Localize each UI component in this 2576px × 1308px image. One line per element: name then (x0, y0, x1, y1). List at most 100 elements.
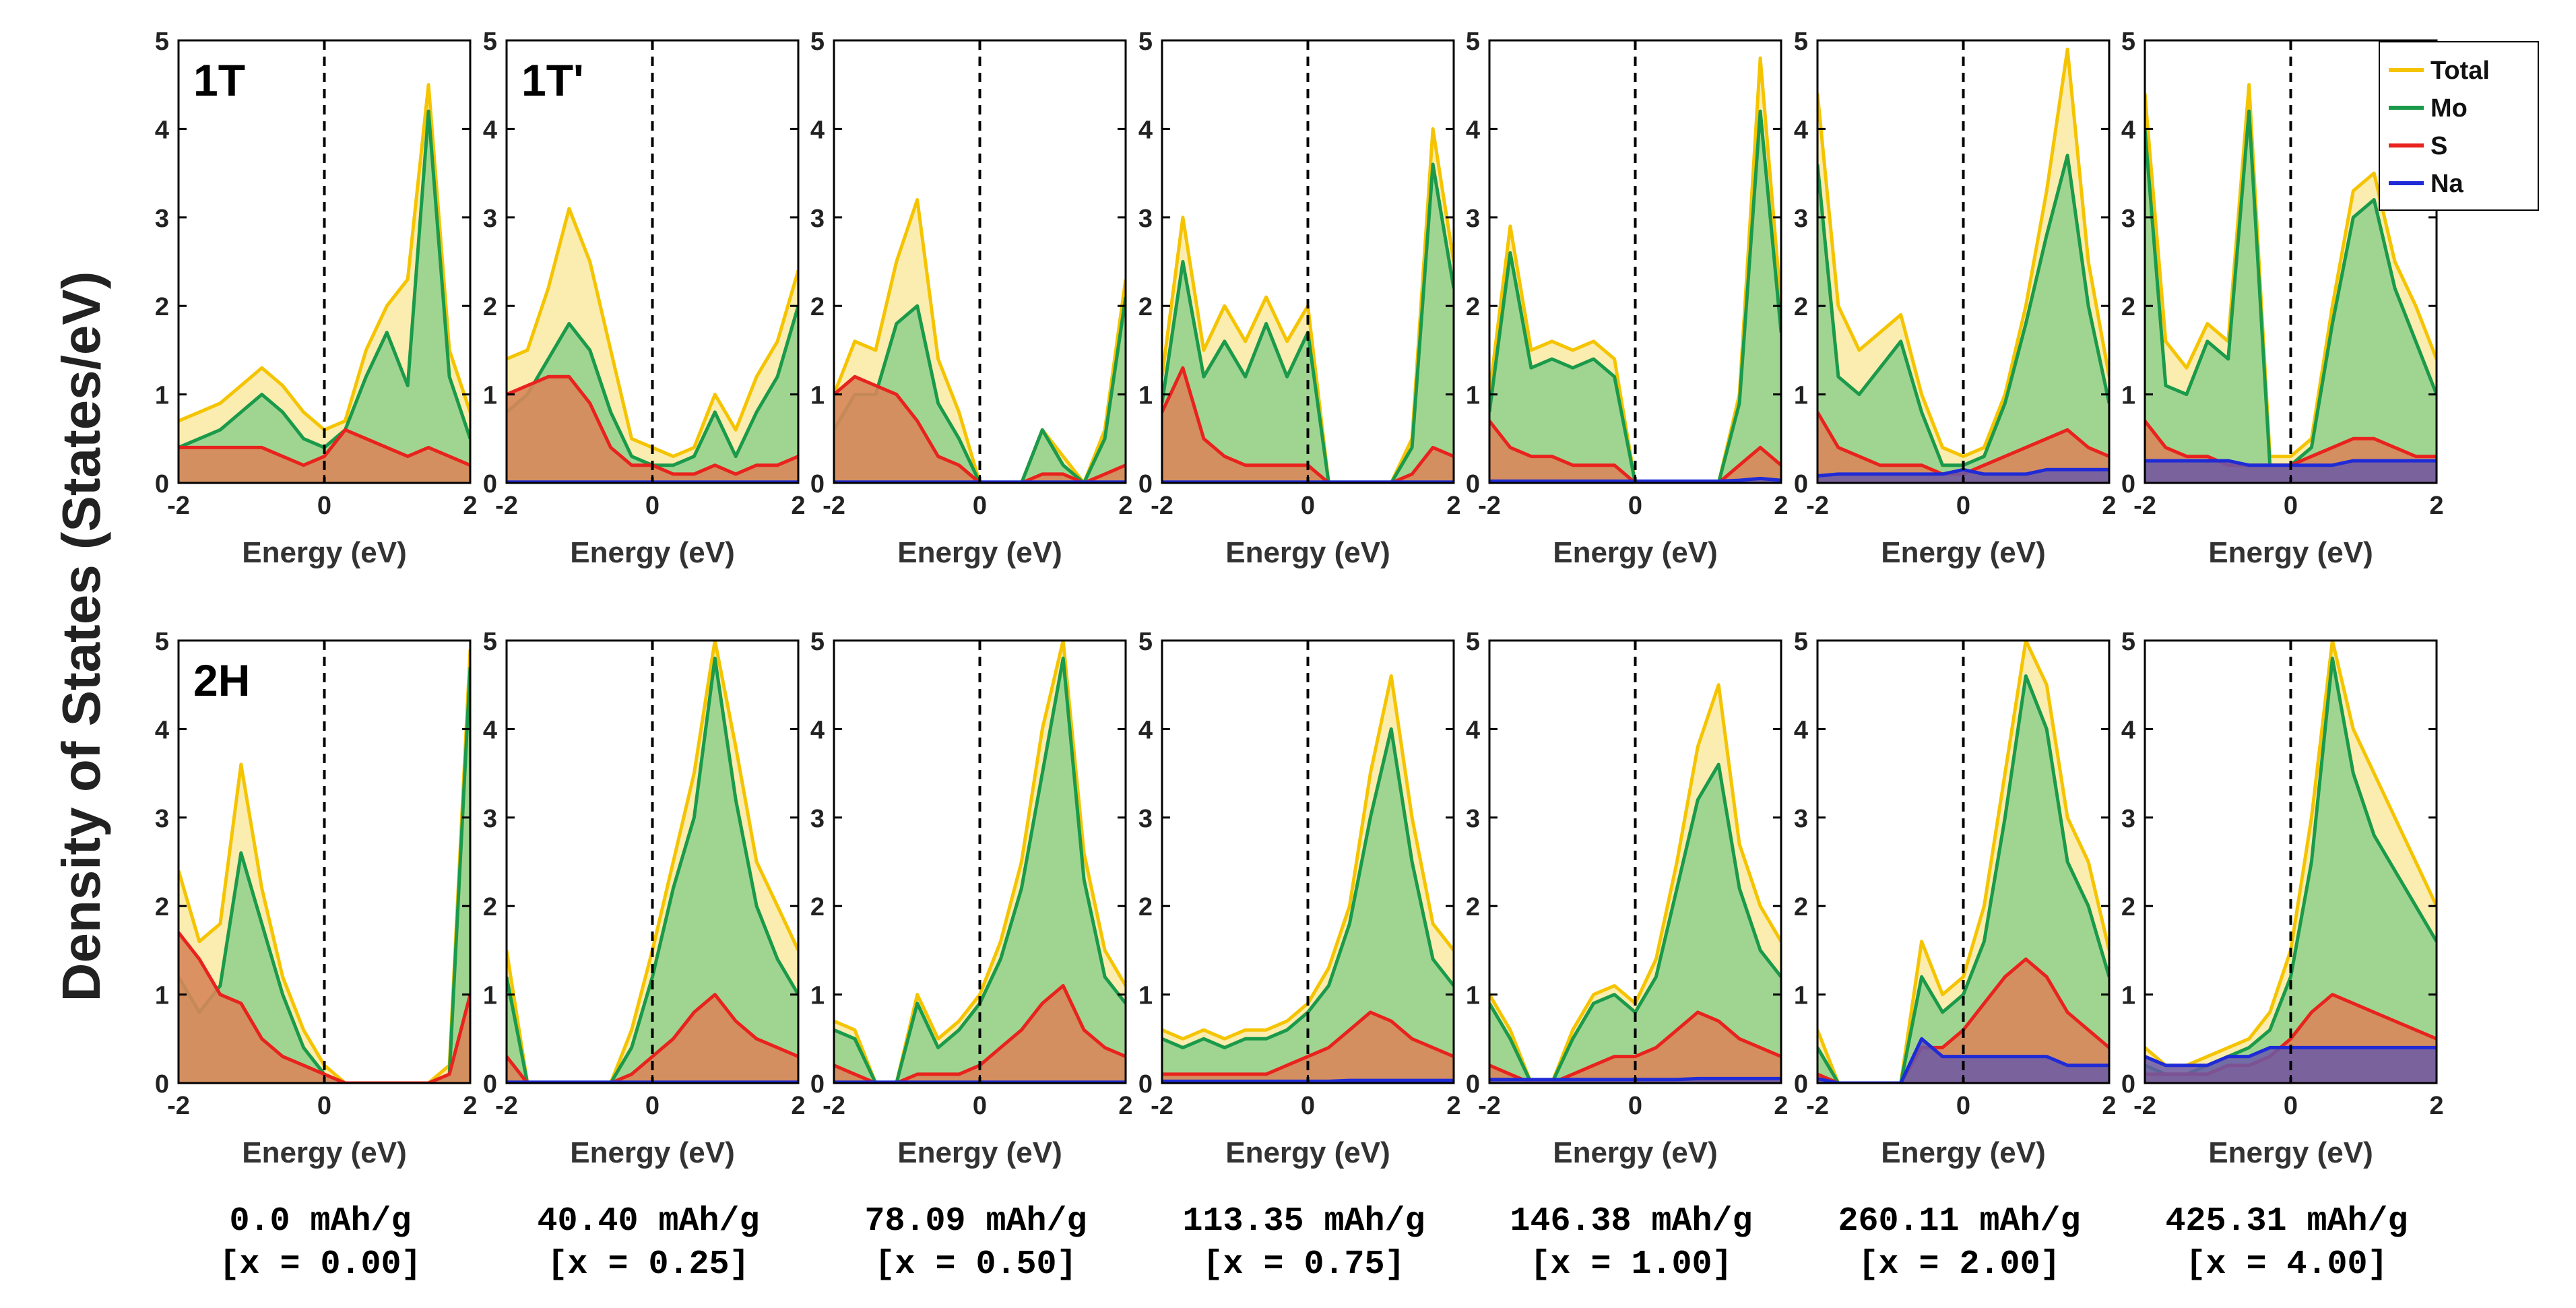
caption-capacity: 146.38 mAh/g (1510, 1202, 1752, 1241)
dos-area-s (1162, 1012, 1454, 1083)
x-tick-label: 2 (1118, 1092, 1132, 1120)
x-tick-label: -2 (1806, 492, 1829, 520)
caption-x-value: [x = 2.00] (1858, 1245, 2060, 1284)
y-tick-label: 5 (1466, 28, 1480, 56)
x-tick-label: 2 (1446, 492, 1460, 520)
y-tick-label: 0 (483, 1070, 497, 1099)
dos-area-mo (179, 667, 470, 1083)
y-tick-label: 0 (2121, 1070, 2135, 1099)
caption-capacity: 113.35 mAh/g (1182, 1202, 1425, 1241)
y-tick-label: 1 (155, 382, 169, 410)
y-tick-label: 1 (155, 982, 169, 1010)
x-axis-title: Energy (eV) (242, 536, 407, 569)
panel-phase-label: 2H (193, 655, 250, 705)
x-tick-label: -2 (1151, 492, 1173, 520)
x-axis-title: Energy (eV) (570, 536, 735, 569)
y-tick-label: 4 (1466, 716, 1480, 744)
caption-x-value: [x = 0.75] (1202, 1245, 1405, 1284)
y-tick-label: 4 (1138, 716, 1153, 744)
y-tick-label: 1 (1466, 382, 1480, 410)
x-axis-title: Energy (eV) (2208, 1136, 2373, 1169)
y-tick-label: 0 (155, 1070, 169, 1099)
y-tick-label: 0 (1138, 1070, 1153, 1099)
caption-capacity: 0.0 mAh/g (229, 1202, 411, 1241)
dos-line-total (834, 641, 1126, 1083)
x-tick-label: -2 (823, 492, 845, 520)
y-tick-label: 2 (810, 893, 825, 921)
y-tick-label: 2 (483, 893, 497, 921)
legend-label-na: Na (2430, 170, 2464, 198)
dos-area-s (507, 377, 798, 483)
y-tick-label: 5 (810, 28, 825, 56)
y-tick-label: 1 (1794, 382, 1808, 410)
dos-area-s (179, 932, 470, 1083)
x-tick-label: -2 (1806, 1092, 1829, 1120)
x-tick-label: -2 (167, 1092, 190, 1120)
y-tick-label: 2 (1794, 893, 1808, 921)
y-tick-label: 1 (810, 382, 825, 410)
dos-area-s (1817, 959, 2109, 1083)
dos-area-mo (1162, 729, 1454, 1083)
x-tick-label: 2 (2102, 492, 2116, 520)
x-axis-title: Energy (eV) (1553, 536, 1718, 569)
x-tick-label: 2 (2429, 492, 2443, 520)
y-tick-label: 3 (1138, 805, 1153, 833)
x-tick-label: 2 (463, 1092, 477, 1120)
y-tick-label: 5 (810, 628, 825, 656)
y-tick-label: 3 (2121, 805, 2135, 833)
y-tick-label: 3 (483, 205, 497, 233)
x-tick-label: 2 (1774, 492, 1788, 520)
dos-area-mo (1162, 164, 1454, 483)
x-tick-label: -2 (2133, 1092, 2156, 1120)
y-tick-label: 4 (155, 116, 169, 144)
y-tick-label: 4 (1138, 116, 1153, 144)
y-tick-label: 0 (1466, 1070, 1480, 1099)
legend-label-total: Total (2430, 57, 2490, 85)
y-tick-label: 2 (1466, 293, 1480, 321)
dos-area-s (1162, 368, 1454, 483)
y-tick-label: 4 (2121, 116, 2135, 144)
dos-area-s (1489, 1012, 1781, 1083)
x-tick-label: 0 (1956, 1092, 1970, 1120)
dos-line-s (1162, 1010, 1454, 1076)
x-tick-label: -2 (823, 1092, 845, 1120)
y-tick-label: 3 (1794, 805, 1808, 833)
legend: Total Mo S Na (2379, 41, 2539, 211)
caption-capacity: 40.40 mAh/g (537, 1202, 759, 1241)
y-tick-label: 3 (2121, 205, 2135, 233)
caption-x-value: [x = 0.00] (219, 1245, 421, 1284)
y-tick-label: 5 (155, 628, 169, 656)
dos-area-mo (507, 658, 798, 1083)
dos-line-total (1817, 47, 2109, 459)
panel-phase-label: 1T' (521, 55, 584, 105)
dos-area-mo (1489, 764, 1781, 1083)
x-tick-label: 2 (463, 492, 477, 520)
dos-line-mo (1162, 727, 1454, 1049)
y-tick-label: 2 (155, 293, 169, 321)
x-tick-label: -2 (495, 492, 518, 520)
y-tick-label: 4 (1794, 116, 1808, 144)
x-tick-label: -2 (1478, 492, 1501, 520)
x-tick-label: -2 (167, 492, 190, 520)
x-tick-label: 0 (1628, 492, 1642, 520)
y-tick-label: 3 (810, 205, 825, 233)
caption-x-value: [x = 0.50] (874, 1245, 1076, 1284)
y-tick-label: 4 (810, 716, 825, 744)
y-tick-label: 4 (2121, 716, 2135, 744)
x-axis-title: Energy (eV) (1553, 1136, 1718, 1169)
y-tick-label: 0 (810, 1070, 825, 1099)
x-tick-label: 0 (2284, 492, 2298, 520)
caption-capacity: 260.11 mAh/g (1838, 1202, 2080, 1241)
y-tick-label: 0 (1466, 470, 1480, 498)
y-tick-label: 2 (2121, 893, 2135, 921)
dos-line-s (179, 428, 470, 467)
y-tick-label: 5 (2121, 628, 2135, 656)
y-tick-label: 2 (155, 893, 169, 921)
